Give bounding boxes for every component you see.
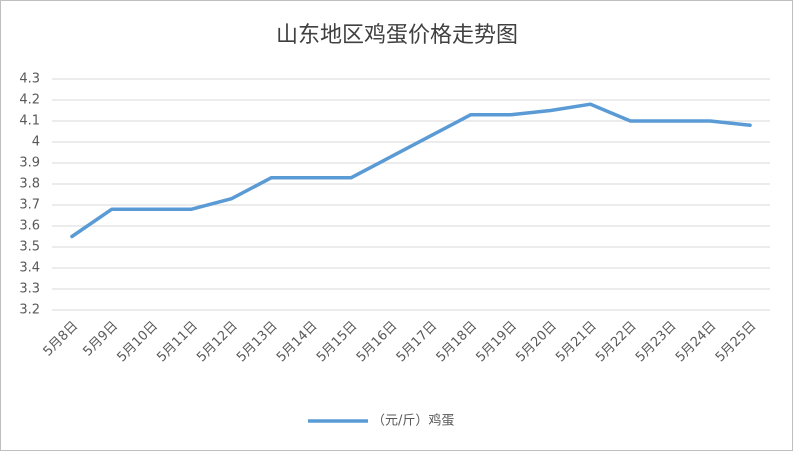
y-tick-label: 3.9 xyxy=(19,156,40,171)
y-tick-label: 4 xyxy=(32,135,40,150)
y-tick-label: 4.1 xyxy=(19,114,40,129)
legend-label: （元/斤）鸡蛋 xyxy=(372,413,454,429)
y-tick-label: 3.2 xyxy=(19,303,40,318)
y-tick-label: 3.4 xyxy=(19,261,40,276)
y-tick-label: 3.7 xyxy=(19,198,40,213)
y-tick-label: 3.5 xyxy=(19,240,40,255)
y-tick-label: 3.8 xyxy=(19,177,40,192)
y-tick-label: 3.6 xyxy=(19,219,40,234)
y-tick-label: 4.3 xyxy=(19,72,40,87)
y-tick-label: 3.3 xyxy=(19,282,40,297)
chart-title: 山东地区鸡蛋价格走势图 xyxy=(276,23,518,48)
line-series xyxy=(70,102,752,239)
y-tick-label: 4.2 xyxy=(19,93,40,108)
